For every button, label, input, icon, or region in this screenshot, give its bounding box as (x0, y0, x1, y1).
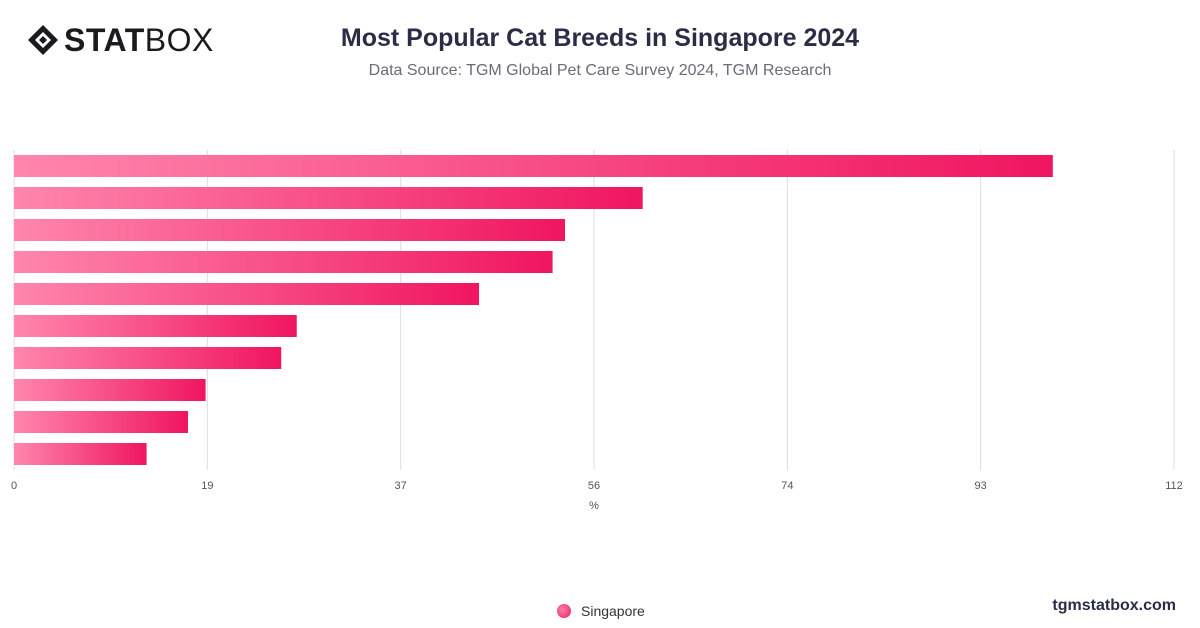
x-tick-label: 0 (11, 480, 17, 492)
x-axis-title: % (589, 500, 599, 512)
bar[interactable] (14, 379, 206, 401)
x-tick-label: 19 (201, 480, 213, 492)
x-tick-labels: 0 19 37 56 74 93 112 (11, 480, 1183, 492)
bars (14, 155, 1053, 465)
bar[interactable] (14, 443, 147, 465)
x-tick-label: 93 (975, 480, 987, 492)
bar[interactable] (14, 251, 553, 273)
legend-label: Singapore (581, 603, 645, 619)
logo-text: STATBOX (64, 22, 214, 58)
bar[interactable] (14, 283, 480, 305)
bar[interactable] (14, 411, 188, 433)
chart-subtitle: Data Source: TGM Global Pet Care Survey … (368, 62, 832, 79)
x-tick-label: 37 (395, 480, 407, 492)
chart-title: Most Popular Cat Breeds in Singapore 202… (340, 24, 860, 52)
legend[interactable]: Singapore (557, 602, 645, 620)
diamond-logo-icon (28, 25, 58, 55)
bar[interactable] (14, 219, 565, 241)
legend-marker-icon (557, 604, 571, 618)
x-tick-label: 56 (588, 480, 600, 492)
statbox-logo: STATBOX (26, 22, 214, 58)
bar[interactable] (14, 315, 297, 337)
logo-text-bold: STAT (64, 22, 145, 58)
x-tick-label: 74 (781, 480, 793, 492)
site-url[interactable]: tgmstatbox.com (1052, 597, 1176, 614)
logo-text-light: BOX (144, 22, 214, 58)
bar[interactable] (14, 155, 1053, 177)
x-tick-label: 112 (1165, 480, 1183, 492)
bar[interactable] (14, 347, 282, 369)
bar[interactable] (14, 187, 643, 209)
